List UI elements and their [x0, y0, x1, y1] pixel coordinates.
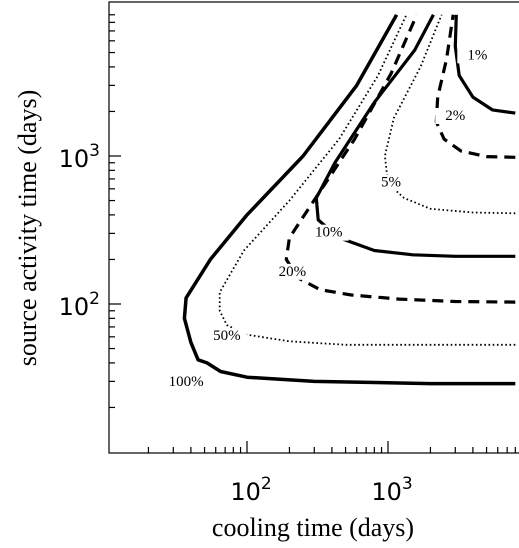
- contour-label-1pct: 1%: [467, 47, 487, 63]
- contour-label-bg-2pct: [435, 108, 476, 125]
- y-axis-label: source activity time (days): [13, 90, 42, 367]
- contour-label-100pct: 100%: [169, 374, 204, 390]
- contour-label-bg-50pct: [206, 328, 247, 345]
- contour-labels: 100% 50% 20% 10% 5% 2% 1%: [166, 47, 498, 390]
- contour-50pct: [218, 14, 516, 346]
- x-tick-label: 103: [371, 474, 412, 506]
- contour-label-2pct: 2%: [445, 108, 465, 124]
- y-tick-label: 102: [59, 289, 100, 321]
- contour-1pct: [453, 14, 516, 115]
- contour-label-bg-1pct: [457, 47, 498, 64]
- contour-label-bg-100pct: [166, 373, 207, 390]
- contour-label-20pct: 20%: [279, 264, 307, 280]
- contour-label-50pct: 50%: [213, 328, 241, 344]
- contour-label-bg-5pct: [370, 174, 411, 191]
- contour-label-bg-10pct: [308, 224, 349, 241]
- axis-ticks: [109, 14, 516, 453]
- contour-label-10pct: 10%: [315, 225, 343, 241]
- contour-10pct: [314, 14, 516, 258]
- contour-100pct: [182, 13, 516, 386]
- x-axis-label: cooling time (days): [212, 513, 414, 542]
- y-tick-label: 103: [59, 141, 100, 173]
- contour-2pct: [434, 14, 516, 159]
- tick-labels: 102 103 102 103: [59, 141, 413, 506]
- plot-frame: [108, 1, 519, 454]
- contour-label-bg-20pct: [272, 263, 313, 280]
- x-tick-label: 102: [230, 474, 271, 506]
- contour-label-5pct: 5%: [381, 175, 401, 191]
